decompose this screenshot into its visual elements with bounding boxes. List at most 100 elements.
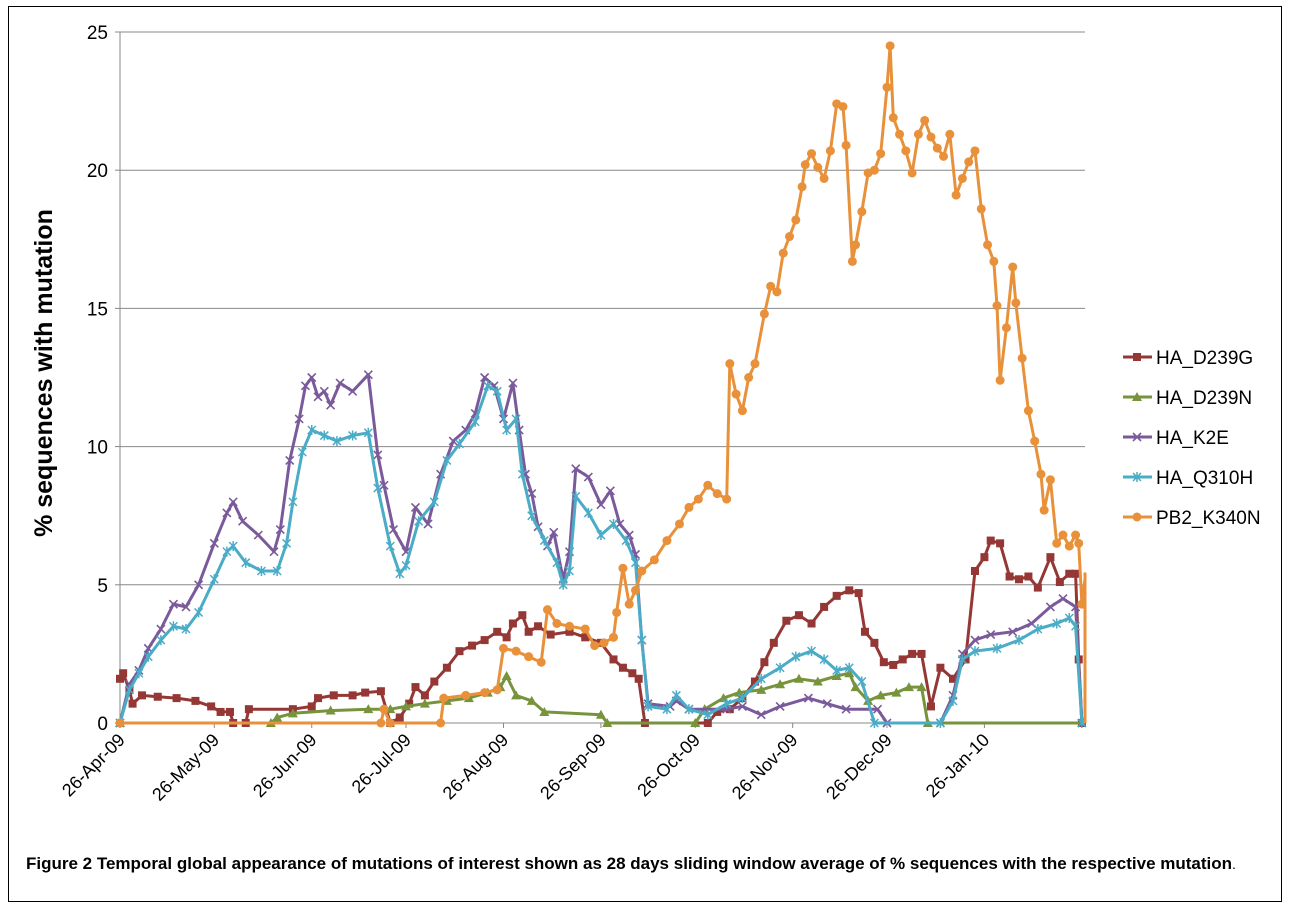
data-point: [115, 718, 125, 728]
data-point: [1036, 469, 1046, 479]
data-point: [226, 707, 235, 716]
axes: [115, 31, 1085, 728]
x-tick-label: 26-Jul-09: [348, 730, 415, 797]
data-point: [916, 682, 927, 692]
series-PB2_K340N: [115, 41, 1087, 728]
data-point: [172, 694, 181, 703]
series-line: [118, 373, 1085, 725]
data-point: [307, 372, 317, 383]
data-point: [511, 413, 521, 424]
y-tick-label: 5: [97, 576, 108, 597]
data-point: [845, 586, 854, 595]
data-point: [713, 707, 722, 716]
data-point: [1039, 505, 1049, 515]
legend-swatch-marker: [1132, 432, 1142, 442]
data-point: [703, 709, 713, 720]
data-point: [128, 699, 137, 708]
data-point: [731, 389, 741, 399]
data-point: [737, 693, 747, 704]
data-point: [869, 165, 879, 175]
data-point: [618, 563, 628, 573]
data-point: [820, 602, 829, 611]
data-point: [571, 491, 581, 502]
data-point: [1005, 572, 1014, 581]
data-point: [649, 555, 659, 565]
data-point: [935, 718, 945, 728]
data-point: [376, 687, 385, 696]
data-point: [294, 414, 304, 424]
data-point: [675, 519, 685, 529]
data-point: [1024, 572, 1033, 581]
data-point: [143, 651, 153, 662]
data-point: [932, 143, 942, 153]
data-point: [807, 149, 817, 159]
data-point: [760, 658, 769, 667]
data-point: [492, 386, 502, 397]
data-point: [970, 146, 980, 156]
data-point: [461, 690, 471, 700]
data-point: [832, 665, 842, 676]
data-point: [571, 464, 581, 474]
data-point: [363, 427, 373, 438]
data-point: [807, 646, 817, 657]
data-point: [684, 502, 694, 512]
data-point: [498, 643, 508, 653]
data-point: [430, 677, 439, 686]
data-point: [272, 565, 282, 576]
data-point: [379, 480, 389, 490]
data-point: [970, 635, 980, 645]
data-point: [596, 500, 606, 510]
data-point: [891, 687, 902, 697]
data-point: [992, 643, 1002, 654]
data-point: [831, 671, 842, 681]
data-point: [926, 702, 935, 711]
data-point: [948, 695, 958, 706]
data-point: [297, 447, 307, 458]
data-point: [442, 663, 451, 672]
data-point: [1033, 624, 1043, 635]
data-point: [618, 663, 627, 672]
data-point: [630, 557, 641, 568]
data-point: [420, 691, 429, 700]
data-point: [819, 654, 829, 665]
data-point: [285, 455, 295, 465]
data-point: [436, 718, 446, 728]
data-point: [926, 132, 936, 142]
data-point: [1071, 530, 1081, 540]
data-point: [156, 635, 166, 646]
legend-item: HA_D239N: [1123, 388, 1252, 409]
data-point: [363, 370, 373, 380]
data-point: [841, 140, 851, 150]
data-point: [329, 691, 338, 700]
data-point: [442, 455, 452, 466]
data-point: [870, 638, 879, 647]
data-point: [989, 256, 999, 266]
data-point: [580, 624, 590, 634]
data-point: [703, 480, 713, 490]
data-point: [517, 469, 527, 480]
data-point: [209, 574, 219, 585]
data-point: [756, 673, 766, 684]
data-point: [684, 704, 694, 715]
data-point: [502, 633, 511, 642]
data-point: [888, 113, 898, 123]
data-point: [492, 685, 502, 695]
data-point: [609, 655, 618, 664]
data-point: [621, 535, 631, 546]
data-point: [882, 82, 892, 92]
data-point: [194, 580, 204, 590]
data-point: [181, 624, 191, 635]
data-point: [992, 301, 1002, 311]
data-point: [917, 649, 926, 658]
data-point: [124, 684, 134, 695]
data-point: [542, 605, 552, 615]
series-line: [120, 44, 1087, 725]
data-point: [832, 591, 841, 600]
data-point: [300, 381, 311, 391]
data-point: [986, 536, 995, 545]
data-point: [750, 677, 759, 686]
data-point: [872, 704, 883, 714]
data-point: [939, 151, 949, 161]
data-point: [1023, 406, 1033, 416]
data-point: [957, 173, 967, 183]
